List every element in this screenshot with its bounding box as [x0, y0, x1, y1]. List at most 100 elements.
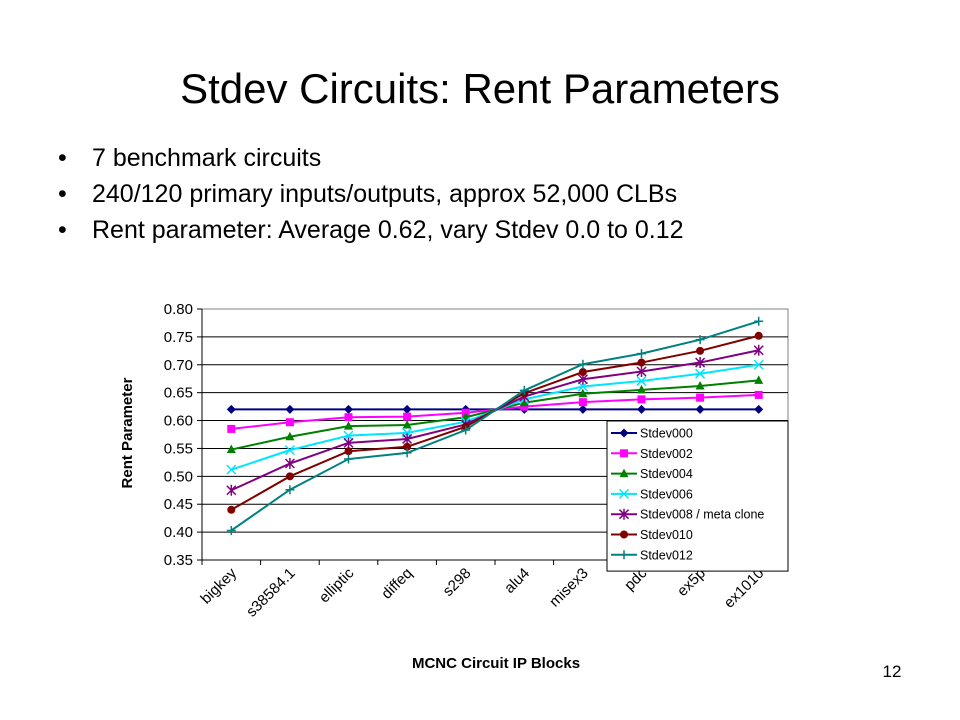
x-tick-label: s38584.1	[243, 565, 299, 621]
marker-diamond	[226, 404, 236, 414]
legend-label: Stdev004	[640, 467, 693, 481]
marker-triangle	[754, 375, 764, 384]
x-tick-label: elliptic	[316, 564, 358, 606]
marker-x	[695, 368, 706, 379]
marker-square	[520, 402, 529, 411]
marker-triangle	[695, 380, 705, 390]
marker-diamond	[344, 404, 353, 414]
x-tick-label: misex3	[546, 565, 592, 611]
y-tick-label: 0.60	[164, 413, 193, 430]
marker-triangle	[619, 468, 629, 478]
marker-plus	[285, 485, 295, 495]
marker-plus	[461, 425, 471, 435]
marker-x	[636, 375, 647, 386]
marker-square	[578, 398, 587, 407]
marker-triangle	[637, 384, 646, 394]
marker-star	[402, 433, 413, 445]
marker-circle	[344, 447, 353, 456]
marker-circle	[285, 472, 294, 481]
marker-circle	[696, 346, 705, 355]
y-tick-label: 0.50	[164, 468, 193, 485]
x-tick-label: bigkey	[197, 564, 240, 607]
y-tick-label: 0.75	[164, 329, 193, 346]
marker-star	[618, 508, 630, 520]
marker-plus	[226, 525, 236, 535]
marker-triangle	[578, 388, 588, 398]
bullet-list: 7 benchmark circuits 240/120 primary inp…	[58, 140, 684, 248]
x-axis-label: MCNC Circuit IP Blocks	[412, 655, 580, 672]
legend-entry: Stdev004	[611, 467, 693, 481]
slide-title: Stdev Circuits: Rent Parameters	[180, 65, 780, 112]
marker-diamond	[754, 404, 764, 414]
marker-star	[753, 344, 764, 356]
marker-star	[636, 365, 647, 377]
marker-plus	[344, 454, 353, 464]
y-tick-label: 0.55	[164, 440, 193, 457]
legend: Stdev000 Stdev002 Stdev004 Stdev006 Stdev008…	[606, 420, 789, 572]
marker-triangle	[402, 420, 412, 429]
marker-square	[227, 424, 236, 433]
marker-plus	[695, 335, 705, 345]
legend-label: Stdev006	[640, 487, 693, 501]
legend-entry: Stdev002	[611, 447, 693, 461]
y-tick-label: 0.70	[164, 357, 193, 374]
marker-diamond	[637, 404, 646, 414]
marker-square	[620, 449, 628, 458]
marker-x	[226, 464, 237, 475]
marker-plus	[637, 349, 646, 359]
page-number: 12	[882, 662, 902, 681]
marker-circle	[637, 358, 646, 367]
marker-square	[696, 393, 705, 402]
legend-label: Stdev000	[640, 427, 693, 441]
legend-entry: Stdev008 / meta clone	[611, 508, 764, 522]
marker-circle	[227, 505, 236, 514]
marker-diamond	[619, 428, 629, 438]
marker-circle	[403, 442, 412, 451]
marker-diamond	[578, 404, 588, 414]
y-tick-label: 0.80	[164, 301, 193, 318]
marker-x	[618, 488, 630, 499]
marker-plus	[754, 316, 764, 326]
marker-triangle	[285, 431, 295, 441]
x-tick-label: alu4	[501, 565, 533, 597]
bullet-item: Rent parameter: Average 0.62, vary Stdev…	[58, 212, 684, 248]
bullet-item: 7 benchmark circuits	[58, 140, 684, 176]
marker-plus	[402, 448, 412, 458]
marker-circle	[754, 331, 763, 340]
marker-circle	[620, 530, 628, 539]
x-tick-label: ex1010	[721, 565, 768, 612]
marker-square	[403, 412, 412, 421]
legend-entry: Stdev010	[611, 528, 693, 542]
marker-x	[753, 359, 764, 370]
legend-label: Stdev008 / meta clone	[640, 508, 764, 522]
legend-label: Stdev010	[640, 528, 693, 542]
marker-star	[284, 458, 295, 470]
legend-entry: Stdev012	[611, 548, 693, 562]
marker-plus	[619, 550, 629, 560]
legend-entry: Stdev000	[611, 427, 693, 441]
marker-triangle	[344, 421, 353, 430]
marker-triangle	[226, 444, 236, 454]
marker-plus	[519, 385, 529, 395]
legend-label: Stdev012	[640, 548, 693, 562]
series-stdev012	[226, 316, 764, 535]
y-tick-label: 0.35	[164, 552, 193, 569]
x-tick-label: s298	[440, 565, 475, 600]
y-tick-label: 0.40	[164, 524, 193, 541]
marker-plus	[578, 359, 588, 369]
series-line	[230, 320, 759, 532]
marker-square	[285, 418, 294, 427]
y-tick-label: 0.65	[164, 385, 193, 402]
marker-x	[284, 445, 295, 456]
y-tick-label: 0.45	[164, 496, 193, 513]
marker-star	[343, 437, 354, 449]
legend-entry: Stdev006	[611, 487, 693, 501]
marker-star	[226, 484, 237, 496]
marker-x	[577, 381, 588, 392]
bullet-item: 240/120 primary inputs/outputs, approx 5…	[58, 176, 684, 212]
marker-square	[344, 413, 353, 422]
marker-star	[695, 357, 706, 369]
y-axis-label: Rent Parameter	[119, 377, 136, 488]
marker-x	[343, 430, 354, 441]
